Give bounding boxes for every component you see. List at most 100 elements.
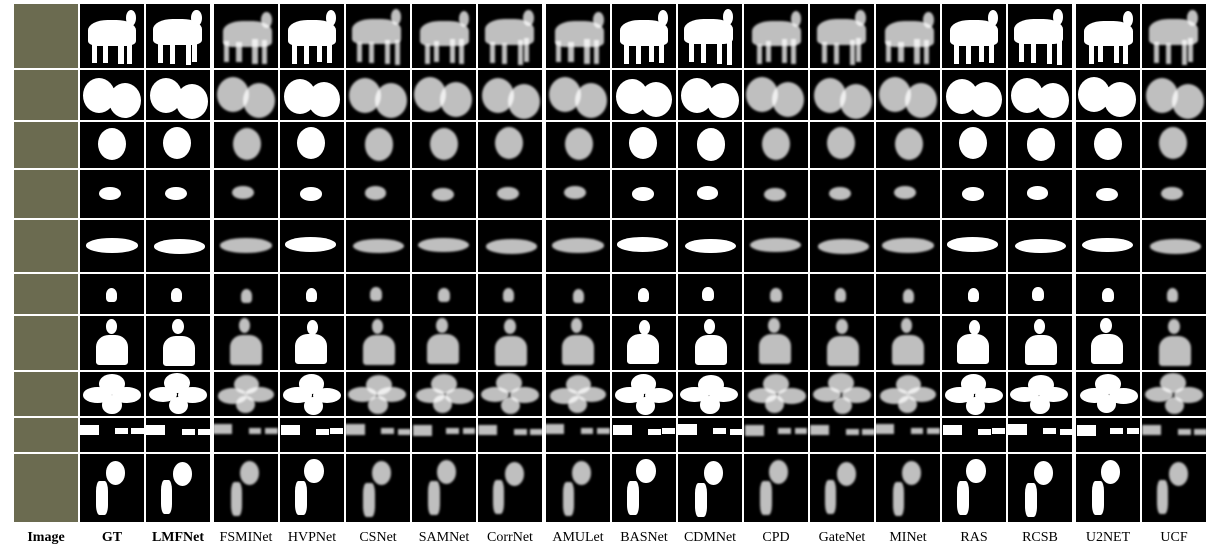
- salient-region: [489, 42, 495, 63]
- saliency-map-horse-samnet: [412, 4, 476, 68]
- salient-region: [176, 83, 209, 119]
- salient-region: [631, 187, 654, 201]
- salient-region: [485, 239, 537, 254]
- salient-region: [126, 10, 137, 27]
- salient-region: [369, 42, 375, 63]
- salient-region: [661, 427, 675, 434]
- salient-region: [436, 317, 448, 333]
- salient-region: [1031, 42, 1037, 63]
- salient-region: [172, 319, 184, 335]
- saliency-map-yellow-flower-rcsb: [1008, 170, 1072, 218]
- salient-region: [239, 460, 259, 485]
- salient-region: [765, 395, 785, 413]
- saliency-map-magpie-ucf: [1142, 454, 1206, 522]
- saliency-map-horse-u2net: [1076, 4, 1140, 68]
- saliency-map-small-bird-corrnet: [478, 274, 542, 314]
- salient-region: [428, 481, 440, 516]
- saliency-map-flowers-ucf: [1142, 70, 1206, 120]
- input-image-flowers: [14, 70, 78, 120]
- column-label-basnet: BASNet: [620, 530, 668, 545]
- salient-region: [385, 39, 391, 65]
- salient-region: [1024, 335, 1057, 366]
- saliency-map-horse-rcsb: [1008, 4, 1072, 68]
- salient-region: [546, 424, 564, 435]
- salient-region: [97, 127, 127, 160]
- salient-region: [765, 41, 771, 62]
- saliency-map-magpie-samnet: [412, 454, 476, 522]
- saliency-map-leaf-minet: [876, 372, 940, 416]
- salient-region: [701, 42, 707, 63]
- column-label-csnet: CSNet: [359, 530, 397, 545]
- saliency-map-small-bird-lmfnet: [146, 274, 210, 314]
- saliency-map-caterpillar-fsminet: [214, 220, 278, 272]
- salient-region: [812, 386, 842, 403]
- salient-region: [704, 461, 724, 486]
- saliency-map-clover-u2net: [1076, 122, 1140, 168]
- salient-region: [523, 9, 534, 26]
- salient-region: [988, 10, 999, 27]
- saliency-map-magpie-cpd: [744, 454, 808, 522]
- salient-region: [1097, 41, 1103, 62]
- salient-region: [513, 428, 527, 435]
- saliency-map-leaf-corrnet: [478, 372, 542, 416]
- saliency-map-horse-corrnet: [478, 4, 542, 68]
- saliency-map-airplanes-fsminet: [214, 418, 278, 452]
- salient-region: [108, 82, 141, 118]
- saliency-map-flowers-hvpnet: [280, 70, 344, 120]
- salient-region: [317, 37, 323, 63]
- salient-region: [564, 127, 593, 161]
- salient-region: [892, 481, 905, 516]
- salient-region: [80, 424, 100, 435]
- salient-region: [658, 10, 669, 27]
- salient-region: [1104, 82, 1137, 117]
- salient-region: [624, 43, 630, 64]
- salient-region: [629, 127, 658, 160]
- saliency-map-airplanes-amulet: [546, 418, 610, 452]
- salient-region: [429, 127, 459, 160]
- salient-region: [568, 41, 574, 63]
- salient-region: [770, 288, 782, 303]
- column-label-ras: RAS: [960, 530, 988, 545]
- salient-region: [265, 428, 278, 435]
- saliency-map-caterpillar-amulet: [546, 220, 610, 272]
- salient-region: [480, 386, 510, 403]
- salient-region: [821, 42, 827, 63]
- salient-region: [86, 238, 138, 253]
- salient-region: [169, 396, 189, 415]
- input-image-yellow-flower: [14, 170, 78, 218]
- salient-region: [594, 39, 600, 65]
- salient-region: [160, 479, 173, 514]
- salient-region: [966, 43, 972, 65]
- saliency-map-small-bird-hvpnet: [280, 274, 344, 314]
- saliency-map-flowers-csnet: [346, 70, 410, 120]
- salient-region: [759, 334, 792, 365]
- saliency-map-airplanes-basnet: [612, 418, 676, 452]
- salient-region: [688, 41, 694, 63]
- saliency-map-caterpillar-corrnet: [478, 220, 542, 272]
- saliency-map-flowers-gt: [80, 70, 144, 120]
- salient-region: [438, 288, 450, 303]
- column-label-lmfnet: LMFNet: [151, 530, 205, 545]
- salient-region: [235, 395, 255, 414]
- saliency-map-airplanes-cdmnet: [678, 418, 742, 452]
- salient-region: [283, 387, 312, 403]
- salient-region: [756, 43, 762, 65]
- saliency-map-horse-ucf: [1142, 4, 1206, 68]
- salient-region: [760, 481, 772, 516]
- saliency-map-buddha-cdmnet: [678, 316, 742, 370]
- salient-region: [700, 396, 720, 414]
- salient-region: [635, 397, 655, 415]
- column-label-minet: MINet: [889, 530, 927, 545]
- saliency-map-leaf-u2net: [1076, 372, 1140, 416]
- salient-region: [678, 424, 697, 435]
- saliency-map-caterpillar-gt: [80, 220, 144, 272]
- salient-region: [961, 187, 984, 201]
- salient-region: [413, 425, 433, 436]
- input-image-horse: [14, 4, 78, 68]
- salient-region: [886, 41, 892, 62]
- salient-region: [397, 428, 410, 435]
- saliency-map-buddha-u2net: [1076, 316, 1140, 370]
- salient-region: [717, 39, 723, 65]
- salient-region: [445, 427, 459, 434]
- input-image-clover: [14, 122, 78, 168]
